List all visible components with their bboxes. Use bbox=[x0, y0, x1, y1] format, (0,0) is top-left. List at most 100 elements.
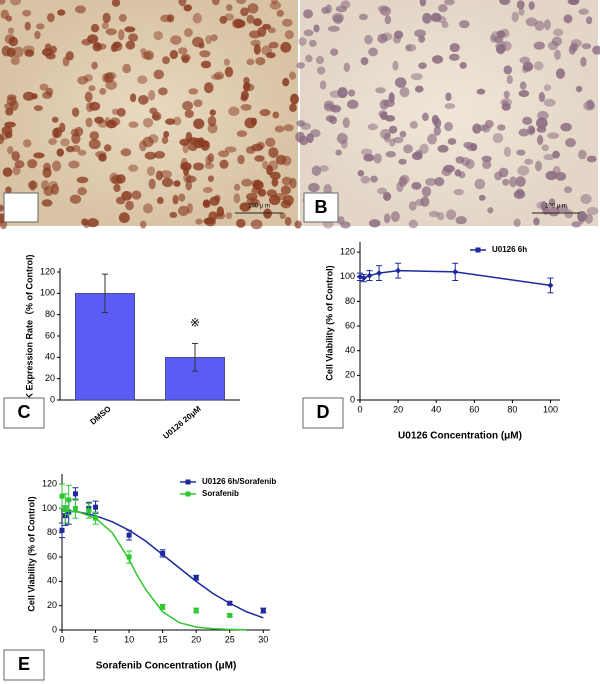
y-tick-label: 120 bbox=[42, 478, 57, 488]
cell bbox=[91, 61, 98, 70]
cell bbox=[146, 166, 156, 176]
cell bbox=[84, 91, 93, 103]
cell bbox=[246, 192, 258, 201]
cell bbox=[370, 175, 378, 183]
cell bbox=[152, 113, 160, 120]
cell bbox=[4, 121, 16, 128]
legend-marker bbox=[475, 247, 481, 253]
cell bbox=[161, 136, 169, 144]
cell bbox=[266, 164, 274, 176]
cell bbox=[77, 187, 87, 196]
cell bbox=[411, 181, 422, 190]
cell bbox=[244, 117, 257, 129]
cell bbox=[586, 16, 593, 25]
cell bbox=[481, 124, 491, 133]
cell bbox=[523, 65, 532, 72]
cell bbox=[76, 176, 89, 184]
cell bbox=[280, 41, 292, 53]
cell bbox=[51, 116, 59, 123]
cell bbox=[41, 180, 50, 191]
cell bbox=[270, 171, 281, 180]
cell bbox=[472, 123, 482, 134]
cell bbox=[284, 216, 292, 226]
cell bbox=[533, 61, 544, 71]
point bbox=[452, 268, 459, 275]
cell bbox=[85, 117, 93, 128]
cell bbox=[321, 6, 330, 14]
cell bbox=[403, 144, 413, 154]
cell bbox=[535, 117, 548, 129]
cell bbox=[195, 218, 203, 225]
cell bbox=[77, 76, 89, 85]
cell bbox=[329, 116, 338, 125]
cell bbox=[192, 12, 202, 24]
cell bbox=[118, 212, 130, 224]
cell bbox=[198, 42, 205, 49]
cell bbox=[9, 99, 19, 111]
cell bbox=[389, 138, 396, 147]
cell bbox=[384, 15, 392, 25]
cell bbox=[534, 160, 543, 172]
cell bbox=[12, 46, 24, 58]
cell bbox=[23, 139, 32, 148]
cell bbox=[111, 108, 119, 115]
legend-label: Sorafenib bbox=[202, 489, 239, 498]
cell bbox=[83, 74, 93, 82]
cell bbox=[392, 35, 401, 44]
cell bbox=[22, 9, 32, 17]
cell bbox=[181, 56, 190, 64]
cell bbox=[101, 73, 110, 83]
cell bbox=[333, 14, 343, 24]
cell bbox=[178, 47, 188, 55]
cell bbox=[239, 202, 251, 212]
panel-label: D bbox=[317, 402, 330, 422]
cell bbox=[444, 103, 456, 110]
cell bbox=[10, 56, 20, 65]
cell bbox=[385, 151, 397, 158]
cell bbox=[522, 116, 533, 125]
cell bbox=[282, 77, 290, 87]
cell bbox=[342, 117, 350, 129]
point bbox=[59, 493, 65, 499]
cell bbox=[265, 137, 276, 148]
y-tick-label: 20 bbox=[345, 370, 355, 380]
cell bbox=[319, 80, 327, 90]
cell bbox=[300, 122, 311, 130]
cell bbox=[250, 219, 263, 230]
x-tick-label: 100 bbox=[543, 404, 558, 414]
cell bbox=[0, 9, 9, 19]
cell bbox=[433, 126, 441, 136]
cell bbox=[393, 136, 404, 144]
cell bbox=[399, 130, 407, 138]
cell bbox=[414, 29, 426, 38]
cell bbox=[303, 9, 314, 19]
cell bbox=[581, 43, 592, 50]
x-tick-label: 20 bbox=[191, 634, 201, 644]
cell bbox=[185, 175, 197, 183]
cell bbox=[266, 52, 276, 59]
cell bbox=[148, 89, 156, 101]
cell bbox=[211, 0, 220, 6]
cell bbox=[71, 107, 80, 118]
y-tick-label: 20 bbox=[45, 373, 55, 383]
cell bbox=[102, 12, 111, 24]
cell bbox=[125, 200, 134, 211]
cell bbox=[537, 134, 544, 146]
cell bbox=[438, 4, 448, 13]
cell bbox=[421, 186, 432, 197]
cell bbox=[170, 35, 182, 45]
cell bbox=[427, 133, 437, 145]
cell bbox=[564, 209, 573, 219]
cell bbox=[518, 8, 525, 16]
cell bbox=[213, 71, 225, 80]
cell bbox=[560, 122, 572, 132]
point bbox=[547, 282, 554, 289]
cell bbox=[519, 81, 527, 90]
cell bbox=[311, 165, 322, 176]
cell bbox=[525, 17, 538, 27]
cell bbox=[571, 221, 582, 228]
cell bbox=[237, 154, 245, 165]
cells-a bbox=[0, 0, 302, 230]
cell bbox=[487, 207, 494, 214]
cell bbox=[153, 30, 164, 41]
